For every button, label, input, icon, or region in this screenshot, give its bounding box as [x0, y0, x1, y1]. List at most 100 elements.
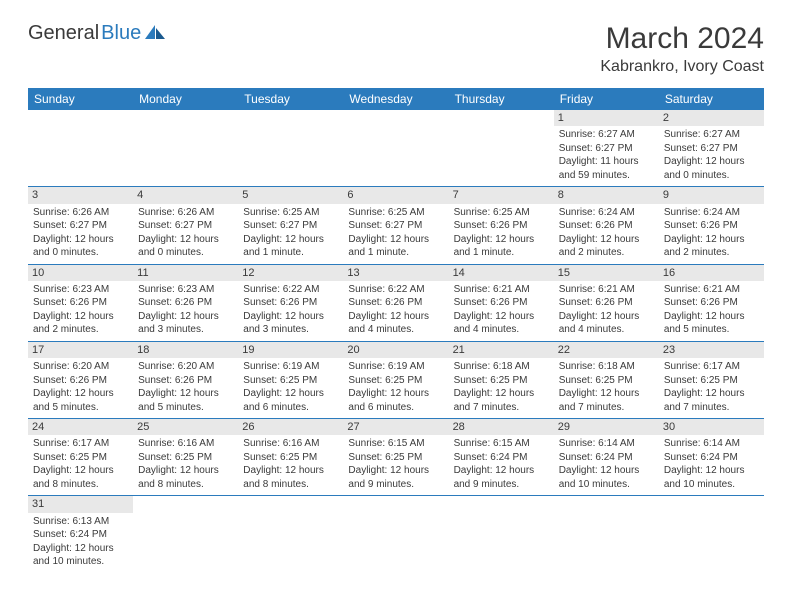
calendar-cell: 18 Sunrise: 6:20 AMSunset: 6:26 PMDayligh… — [133, 341, 238, 418]
sun-info: Sunrise: 6:14 AMSunset: 6:24 PMDaylight:… — [559, 437, 654, 491]
sun-info: Sunrise: 6:16 AMSunset: 6:25 PMDaylight:… — [138, 437, 233, 491]
day-number: 26 — [238, 419, 343, 435]
sun-info: Sunrise: 6:20 AMSunset: 6:26 PMDaylight:… — [138, 360, 233, 414]
day-number: 8 — [554, 187, 659, 203]
sun-info: Sunrise: 6:27 AMSunset: 6:27 PMDaylight:… — [559, 128, 654, 182]
sun-info: Sunrise: 6:19 AMSunset: 6:25 PMDaylight:… — [348, 360, 443, 414]
day-number: 22 — [554, 342, 659, 358]
calendar-cell: 6 Sunrise: 6:25 AMSunset: 6:27 PMDaylight… — [343, 187, 448, 264]
day-number: 13 — [343, 265, 448, 281]
calendar-cell — [238, 496, 343, 573]
calendar-cell: 4Sunrise: 6:26 AMSunset: 6:27 PMDaylight… — [133, 187, 238, 264]
calendar-cell: 9 Sunrise: 6:24 AMSunset: 6:26 PMDaylight… — [659, 187, 764, 264]
sun-info: Sunrise: 6:26 AMSunset: 6:27 PMDaylight:… — [33, 206, 128, 260]
calendar-cell: 17 Sunrise: 6:20 AMSunset: 6:26 PMDayligh… — [28, 341, 133, 418]
calendar-week-row: 24Sunrise: 6:17 AMSunset: 6:25 PMDayligh… — [28, 419, 764, 496]
sun-info: Sunrise: 6:25 AMSunset: 6:27 PMDaylight:… — [243, 206, 338, 260]
day-number: 1 — [554, 110, 659, 126]
location: Kabrankro, Ivory Coast — [600, 58, 764, 76]
sun-info: Sunrise: 6:24 AMSunset: 6:26 PMDaylight:… — [664, 206, 759, 260]
day-header: Tuesday — [238, 88, 343, 110]
sun-info: Sunrise: 6:15 AMSunset: 6:25 PMDaylight:… — [348, 437, 443, 491]
calendar-cell — [659, 496, 764, 573]
day-number: 30 — [659, 419, 764, 435]
calendar-cell: 8 Sunrise: 6:24 AMSunset: 6:26 PMDaylight… — [554, 187, 659, 264]
calendar-cell: 28 Sunrise: 6:15 AMSunset: 6:24 PMDayligh… — [449, 419, 554, 496]
day-number: 9 — [659, 187, 764, 203]
day-header: Thursday — [449, 88, 554, 110]
day-number: 21 — [449, 342, 554, 358]
sun-info: Sunrise: 6:17 AMSunset: 6:25 PMDaylight:… — [664, 360, 759, 414]
calendar-cell — [133, 496, 238, 573]
day-number: 5 — [238, 187, 343, 203]
calendar-week-row: 17 Sunrise: 6:20 AMSunset: 6:26 PMDayligh… — [28, 341, 764, 418]
day-header: Saturday — [659, 88, 764, 110]
calendar-cell: 29 Sunrise: 6:14 AMSunset: 6:24 PMDayligh… — [554, 419, 659, 496]
calendar-cell: 25 Sunrise: 6:16 AMSunset: 6:25 PMDayligh… — [133, 419, 238, 496]
logo-text-2: Blue — [101, 22, 141, 45]
sun-info: Sunrise: 6:18 AMSunset: 6:25 PMDaylight:… — [559, 360, 654, 414]
sun-info: Sunrise: 6:27 AMSunset: 6:27 PMDaylight:… — [664, 128, 759, 182]
calendar-cell — [343, 110, 448, 187]
calendar-cell: 31 Sunrise: 6:13 AMSunset: 6:24 PMDayligh… — [28, 496, 133, 573]
calendar-cell: 20 Sunrise: 6:19 AMSunset: 6:25 PMDayligh… — [343, 341, 448, 418]
sun-info: Sunrise: 6:21 AMSunset: 6:26 PMDaylight:… — [454, 283, 549, 337]
calendar-header-row: SundayMondayTuesdayWednesdayThursdayFrid… — [28, 88, 764, 110]
day-number: 16 — [659, 265, 764, 281]
logo-sail-icon — [145, 25, 167, 39]
logo-text-1: General — [28, 22, 99, 45]
sun-info: Sunrise: 6:21 AMSunset: 6:26 PMDaylight:… — [664, 283, 759, 337]
day-number: 28 — [449, 419, 554, 435]
day-number: 17 — [28, 342, 133, 358]
sun-info: Sunrise: 6:25 AMSunset: 6:26 PMDaylight:… — [454, 206, 549, 260]
calendar-cell: 21Sunrise: 6:18 AMSunset: 6:25 PMDayligh… — [449, 341, 554, 418]
sun-info: Sunrise: 6:24 AMSunset: 6:26 PMDaylight:… — [559, 206, 654, 260]
sun-info: Sunrise: 6:25 AMSunset: 6:27 PMDaylight:… — [348, 206, 443, 260]
day-number: 14 — [449, 265, 554, 281]
day-number: 6 — [343, 187, 448, 203]
sun-info: Sunrise: 6:14 AMSunset: 6:24 PMDaylight:… — [664, 437, 759, 491]
day-number: 18 — [133, 342, 238, 358]
calendar-cell: 19 Sunrise: 6:19 AMSunset: 6:25 PMDayligh… — [238, 341, 343, 418]
calendar-cell — [449, 110, 554, 187]
day-number: 20 — [343, 342, 448, 358]
day-header: Sunday — [28, 88, 133, 110]
calendar-table: SundayMondayTuesdayWednesdayThursdayFrid… — [28, 88, 764, 573]
calendar-week-row: 3 Sunrise: 6:26 AMSunset: 6:27 PMDaylight… — [28, 187, 764, 264]
sun-info: Sunrise: 6:26 AMSunset: 6:27 PMDaylight:… — [138, 206, 233, 260]
title-block: March 2024 Kabrankro, Ivory Coast — [600, 22, 764, 76]
calendar-body: 1 Sunrise: 6:27 AMSunset: 6:27 PMDaylight… — [28, 110, 764, 573]
day-number: 19 — [238, 342, 343, 358]
day-header: Wednesday — [343, 88, 448, 110]
calendar-cell: 2 Sunrise: 6:27 AMSunset: 6:27 PMDaylight… — [659, 110, 764, 187]
header: GeneralBlue March 2024 Kabrankro, Ivory … — [28, 22, 764, 76]
day-number: 31 — [28, 496, 133, 512]
sun-info: Sunrise: 6:19 AMSunset: 6:25 PMDaylight:… — [243, 360, 338, 414]
calendar-cell — [449, 496, 554, 573]
sun-info: Sunrise: 6:15 AMSunset: 6:24 PMDaylight:… — [454, 437, 549, 491]
day-number: 25 — [133, 419, 238, 435]
day-number: 23 — [659, 342, 764, 358]
calendar-cell — [133, 110, 238, 187]
calendar-week-row: 31 Sunrise: 6:13 AMSunset: 6:24 PMDayligh… — [28, 496, 764, 573]
calendar-cell: 11Sunrise: 6:23 AMSunset: 6:26 PMDayligh… — [133, 264, 238, 341]
sun-info: Sunrise: 6:21 AMSunset: 6:26 PMDaylight:… — [559, 283, 654, 337]
month-title: March 2024 — [600, 22, 764, 56]
calendar-cell: 12Sunrise: 6:22 AMSunset: 6:26 PMDayligh… — [238, 264, 343, 341]
day-number: 12 — [238, 265, 343, 281]
calendar-cell: 5 Sunrise: 6:25 AMSunset: 6:27 PMDaylight… — [238, 187, 343, 264]
calendar-cell: 1 Sunrise: 6:27 AMSunset: 6:27 PMDaylight… — [554, 110, 659, 187]
day-number: 29 — [554, 419, 659, 435]
sun-info: Sunrise: 6:23 AMSunset: 6:26 PMDaylight:… — [33, 283, 128, 337]
sun-info: Sunrise: 6:20 AMSunset: 6:26 PMDaylight:… — [33, 360, 128, 414]
day-number: 3 — [28, 187, 133, 203]
calendar-cell: 16 Sunrise: 6:21 AMSunset: 6:26 PMDayligh… — [659, 264, 764, 341]
calendar-cell: 7Sunrise: 6:25 AMSunset: 6:26 PMDaylight… — [449, 187, 554, 264]
day-number: 15 — [554, 265, 659, 281]
calendar-cell: 22 Sunrise: 6:18 AMSunset: 6:25 PMDayligh… — [554, 341, 659, 418]
day-number: 2 — [659, 110, 764, 126]
calendar-cell: 24Sunrise: 6:17 AMSunset: 6:25 PMDayligh… — [28, 419, 133, 496]
day-number: 24 — [28, 419, 133, 435]
calendar-cell: 23 Sunrise: 6:17 AMSunset: 6:25 PMDayligh… — [659, 341, 764, 418]
sun-info: Sunrise: 6:13 AMSunset: 6:24 PMDaylight:… — [33, 515, 128, 569]
